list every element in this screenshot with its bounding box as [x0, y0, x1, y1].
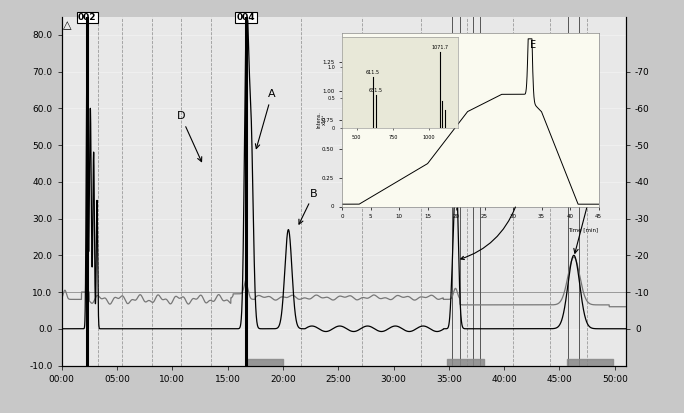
Text: △: △	[63, 21, 71, 31]
Text: 002: 002	[78, 13, 96, 22]
Text: 631.5: 631.5	[369, 88, 382, 93]
Text: 611.5: 611.5	[366, 70, 380, 75]
Text: 1071.7: 1071.7	[431, 45, 448, 50]
Text: 004: 004	[237, 13, 255, 22]
Text: B: B	[299, 188, 317, 224]
Text: G: G	[574, 188, 595, 253]
Text: Time [min]: Time [min]	[568, 227, 598, 233]
Text: D: D	[176, 112, 202, 161]
Text: E: E	[459, 130, 477, 169]
Text: E: E	[530, 40, 536, 50]
Text: A: A	[255, 89, 276, 149]
Text: Intens.
x10⁵: Intens. x10⁵	[316, 112, 327, 128]
